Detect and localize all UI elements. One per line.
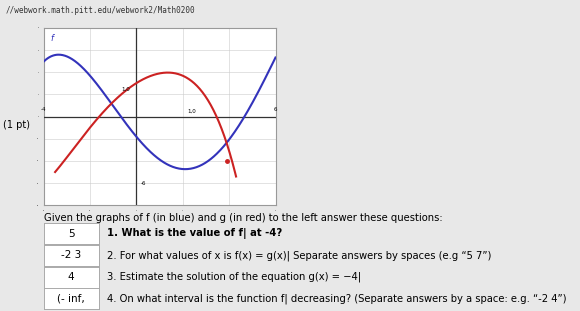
Text: 1. What is the value of f| at -4?: 1. What is the value of f| at -4?	[107, 228, 282, 239]
Text: 6: 6	[274, 107, 277, 112]
Text: Given the graphs of f (in blue) and g (in red) to the left answer these question: Given the graphs of f (in blue) and g (i…	[44, 213, 442, 223]
Text: 4: 4	[68, 272, 74, 282]
Text: -4: -4	[41, 107, 46, 112]
Text: -2 3: -2 3	[61, 250, 81, 260]
Text: //webwork.math.pitt.edu/webwork2/Math0200: //webwork.math.pitt.edu/webwork2/Math020…	[6, 6, 195, 15]
Text: -6: -6	[141, 181, 146, 186]
Text: 5: 5	[68, 229, 74, 239]
Text: 1,0: 1,0	[122, 87, 130, 92]
Text: 4. On what interval is the function f| decreasing? (Separate answers by a space:: 4. On what interval is the function f| d…	[107, 294, 567, 304]
Text: (1 pt): (1 pt)	[3, 120, 30, 131]
Text: (- inf,: (- inf,	[57, 294, 85, 304]
Text: f: f	[50, 34, 53, 43]
Text: 2. For what values of x is f(x) = g(x)| Separate answers by spaces (e.g “5 7”): 2. For what values of x is f(x) = g(x)| …	[107, 250, 492, 261]
Text: 1,0: 1,0	[187, 108, 196, 113]
Text: 3. Estimate the solution of the equation g(x) = −4|: 3. Estimate the solution of the equation…	[107, 272, 361, 282]
